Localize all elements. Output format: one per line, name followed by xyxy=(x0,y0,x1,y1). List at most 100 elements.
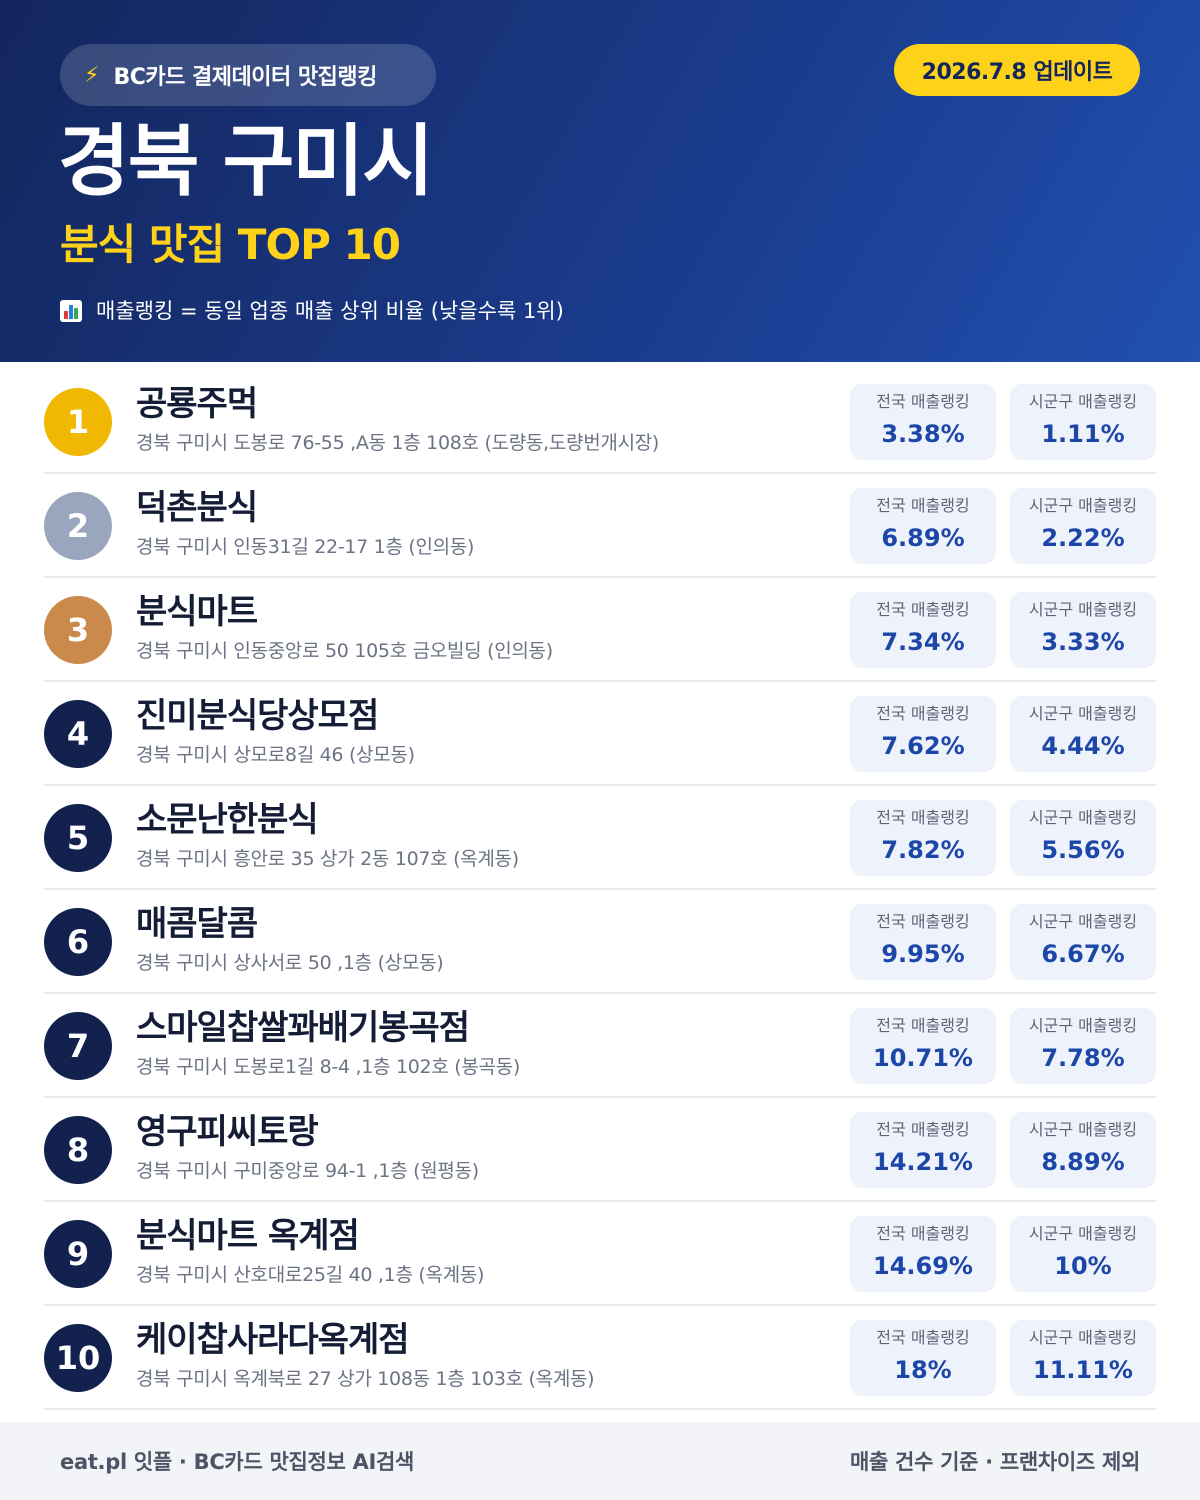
page-title: 경북 구미시 xyxy=(58,117,434,207)
national-rank-label: 전국 매출랭킹 xyxy=(876,1016,970,1035)
rank-badge: 8 xyxy=(44,1116,112,1184)
local-rank-label: 시군구 매출랭킹 xyxy=(1028,1224,1138,1243)
restaurant-address: 경북 구미시 산호대로25길 40 ,1층 (옥계동) xyxy=(136,1264,485,1286)
restaurant-name: 공룡주먹 xyxy=(136,384,258,424)
local-rank-value: 6.67% xyxy=(1041,940,1125,968)
restaurant-row[interactable]: 4 진미분식당상모점 경북 구미시 상모로8길 46 (상모동) 전국 매출랭킹 7.6… xyxy=(44,682,1156,786)
local-rank-label: 시군구 매출랭킹 xyxy=(1028,912,1138,931)
local-rank-label: 시군구 매출랭킹 xyxy=(1028,496,1138,515)
local-rank-box: 시군구 매출랭킹 11.11% xyxy=(1010,1320,1156,1396)
footer: eat.pl 잇플 · BC카드 맛집정보 AI검색 매출 건수 기준 · 프랜… xyxy=(0,1422,1200,1500)
national-rank-label: 전국 매출랭킹 xyxy=(876,912,970,931)
national-rank-label: 전국 매출랭킹 xyxy=(876,600,970,619)
ranking-note-text: 매출랭킹 = 동일 업종 매출 상위 비율 (낮을수록 1위) xyxy=(96,299,564,323)
ranking-note: 매출랭킹 = 동일 업종 매출 상위 비율 (낮을수록 1위) xyxy=(60,296,564,326)
local-rank-label: 시군구 매출랭킹 xyxy=(1028,392,1138,411)
restaurant-name: 스마일찹쌀꽈배기봉곡점 xyxy=(136,1008,470,1048)
rank-badge: 6 xyxy=(44,908,112,976)
national-rank-box: 전국 매출랭킹 6.89% xyxy=(850,488,996,564)
restaurant-row[interactable]: 10 케이찹사라다옥계점 경북 구미시 옥계북로 27 상가 108동 1층 103… xyxy=(44,1306,1156,1410)
local-rank-value: 7.78% xyxy=(1041,1044,1125,1072)
local-rank-value: 3.33% xyxy=(1041,628,1125,656)
national-rank-box: 전국 매출랭킹 18% xyxy=(850,1320,996,1396)
restaurant-name: 케이찹사라다옥계점 xyxy=(136,1320,410,1360)
rank-badge: 9 xyxy=(44,1220,112,1288)
national-rank-box: 전국 매출랭킹 7.82% xyxy=(850,800,996,876)
footer-source: eat.pl 잇플 · BC카드 맛집정보 AI검색 xyxy=(60,1450,415,1474)
national-rank-label: 전국 매출랭킹 xyxy=(876,496,970,515)
national-rank-label: 전국 매출랭킹 xyxy=(876,1328,970,1347)
national-rank-value: 10.71% xyxy=(873,1044,973,1072)
local-rank-box: 시군구 매출랭킹 2.22% xyxy=(1010,488,1156,564)
rank-badge: 3 xyxy=(44,596,112,664)
national-rank-label: 전국 매출랭킹 xyxy=(876,704,970,723)
national-rank-value: 7.62% xyxy=(881,732,965,760)
header-banner: ⚡ BC카드 결제데이터 맛집랭킹 2026.7.8 업데이트 경북 구미시 분… xyxy=(0,0,1200,362)
restaurant-address: 경북 구미시 구미중앙로 94-1 ,1층 (원평동) xyxy=(136,1160,479,1182)
local-rank-box: 시군구 매출랭킹 7.78% xyxy=(1010,1008,1156,1084)
rank-badge: 7 xyxy=(44,1012,112,1080)
update-badge: 2026.7.8 업데이트 xyxy=(894,44,1140,96)
restaurant-address: 경북 구미시 상사서로 50 ,1층 (상모동) xyxy=(136,952,444,974)
local-rank-box: 시군구 매출랭킹 8.89% xyxy=(1010,1112,1156,1188)
restaurant-row[interactable]: 8 영구피씨토랑 경북 구미시 구미중앙로 94-1 ,1층 (원평동) 전국 매출랭… xyxy=(44,1098,1156,1202)
restaurant-name: 분식마트 옥계점 xyxy=(136,1216,360,1256)
national-rank-label: 전국 매출랭킹 xyxy=(876,392,970,411)
national-rank-box: 전국 매출랭킹 3.38% xyxy=(850,384,996,460)
national-rank-box: 전국 매출랭킹 9.95% xyxy=(850,904,996,980)
restaurant-name: 덕촌분식 xyxy=(136,488,258,528)
national-rank-box: 전국 매출랭킹 14.69% xyxy=(850,1216,996,1292)
local-rank-value: 10% xyxy=(1054,1252,1112,1280)
restaurant-row[interactable]: 7 스마일찹쌀꽈배기봉곡점 경북 구미시 도봉로1길 8-4 ,1층 102호 (봉… xyxy=(44,994,1156,1098)
local-rank-label: 시군구 매출랭킹 xyxy=(1028,1328,1138,1347)
local-rank-value: 5.56% xyxy=(1041,836,1125,864)
local-rank-label: 시군구 매출랭킹 xyxy=(1028,808,1138,827)
local-rank-value: 11.11% xyxy=(1033,1356,1133,1384)
national-rank-box: 전국 매출랭킹 7.34% xyxy=(850,592,996,668)
local-rank-label: 시군구 매출랭킹 xyxy=(1028,704,1138,723)
bar-chart-icon xyxy=(60,300,82,322)
restaurant-address: 경북 구미시 인동31길 22-17 1층 (인의동) xyxy=(136,536,475,558)
restaurant-address: 경북 구미시 인동중앙로 50 105호 금오빌딩 (인의동) xyxy=(136,640,553,662)
national-rank-value: 6.89% xyxy=(881,524,965,552)
restaurant-address: 경북 구미시 옥계북로 27 상가 108동 1층 103호 (옥계동) xyxy=(136,1368,595,1390)
national-rank-value: 14.69% xyxy=(873,1252,973,1280)
local-rank-label: 시군구 매출랭킹 xyxy=(1028,600,1138,619)
lightning-icon: ⚡ xyxy=(84,62,100,88)
rank-badge: 5 xyxy=(44,804,112,872)
rank-badge: 1 xyxy=(44,388,112,456)
national-rank-value: 18% xyxy=(894,1356,952,1384)
national-rank-value: 3.38% xyxy=(881,420,965,448)
local-rank-label: 시군구 매출랭킹 xyxy=(1028,1120,1138,1139)
local-rank-box: 시군구 매출랭킹 10% xyxy=(1010,1216,1156,1292)
local-rank-box: 시군구 매출랭킹 5.56% xyxy=(1010,800,1156,876)
restaurant-name: 진미분식당상모점 xyxy=(136,696,379,736)
footer-criteria: 매출 건수 기준 · 프랜차이즈 제외 xyxy=(850,1450,1140,1474)
restaurant-name: 매콤달콤 xyxy=(136,904,258,944)
rank-badge: 2 xyxy=(44,492,112,560)
restaurant-name: 소문난한분식 xyxy=(136,800,319,840)
national-rank-label: 전국 매출랭킹 xyxy=(876,1224,970,1243)
national-rank-value: 7.34% xyxy=(881,628,965,656)
national-rank-box: 전국 매출랭킹 14.21% xyxy=(850,1112,996,1188)
national-rank-box: 전국 매출랭킹 7.62% xyxy=(850,696,996,772)
local-rank-box: 시군구 매출랭킹 1.11% xyxy=(1010,384,1156,460)
restaurant-address: 경북 구미시 도봉로 76-55 ,A동 1층 108호 (도량동,도량번개시장… xyxy=(136,432,660,454)
local-rank-value: 4.44% xyxy=(1041,732,1125,760)
national-rank-label: 전국 매출랭킹 xyxy=(876,1120,970,1139)
local-rank-label: 시군구 매출랭킹 xyxy=(1028,1016,1138,1035)
local-rank-value: 2.22% xyxy=(1041,524,1125,552)
restaurant-name: 분식마트 xyxy=(136,592,258,632)
national-rank-value: 7.82% xyxy=(881,836,965,864)
national-rank-label: 전국 매출랭킹 xyxy=(876,808,970,827)
local-rank-box: 시군구 매출랭킹 3.33% xyxy=(1010,592,1156,668)
local-rank-box: 시군구 매출랭킹 4.44% xyxy=(1010,696,1156,772)
restaurant-address: 경북 구미시 흥안로 35 상가 2동 107호 (옥계동) xyxy=(136,848,519,870)
